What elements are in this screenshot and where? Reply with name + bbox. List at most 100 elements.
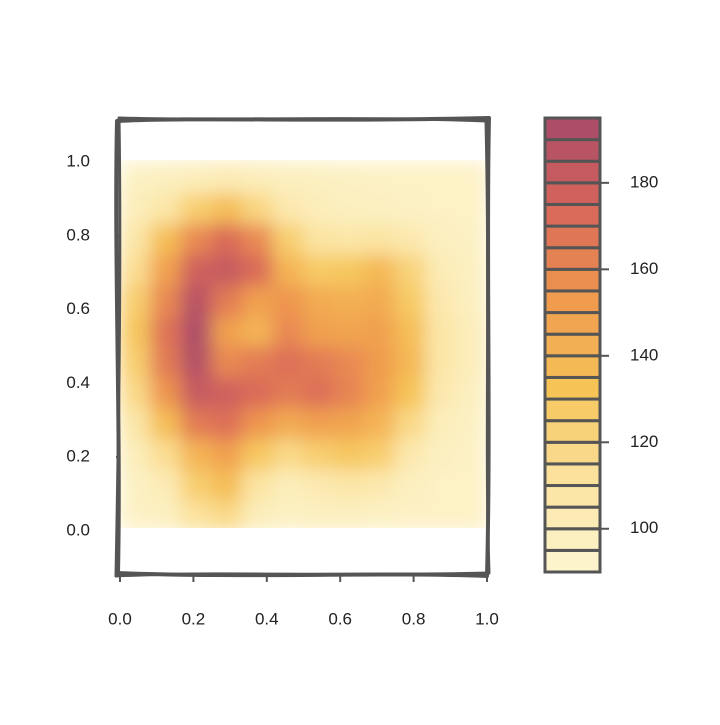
heat-cell — [272, 499, 304, 528]
y-tick-label: 1.0 — [66, 152, 90, 171]
heat-cell — [272, 468, 304, 501]
heat-cell — [333, 407, 366, 440]
x-tick-label: 0.0 — [108, 609, 132, 628]
heat-cell — [394, 499, 427, 528]
x-tick-label: 0.4 — [255, 609, 279, 628]
colorbar-bin — [543, 332, 602, 358]
y-tick-label: 0.4 — [66, 373, 90, 392]
heat-cell — [241, 192, 274, 225]
heat-cell — [425, 315, 457, 347]
y-tick-label: 0.6 — [66, 299, 90, 318]
heat-cell — [211, 253, 243, 286]
colorbar-tick-label: 100 — [630, 518, 658, 537]
heat-cell — [303, 438, 335, 470]
heat-cell — [394, 376, 427, 409]
heat-cell — [180, 315, 213, 347]
heat-cell — [120, 376, 152, 409]
heat-cell — [364, 253, 396, 286]
colorbar-tick-label: 120 — [630, 432, 658, 451]
heat-cell — [303, 499, 335, 528]
heat-cell — [150, 161, 182, 194]
heat-cell — [394, 192, 427, 225]
heat-cell — [211, 438, 243, 470]
heat-cell — [272, 161, 304, 194]
heat-cell — [180, 376, 213, 409]
heat-cell — [425, 468, 457, 501]
heat-cell — [455, 468, 487, 501]
heat-cell — [425, 161, 457, 194]
heat-cell — [333, 161, 366, 194]
colorbar-bin — [543, 354, 602, 379]
plot-frame — [114, 116, 491, 578]
colorbar-bin — [543, 289, 602, 315]
heat-cell — [120, 223, 152, 255]
heat-cell — [180, 192, 213, 225]
heat-cell — [241, 407, 274, 440]
heat-cell — [333, 438, 366, 470]
heat-cell — [120, 161, 152, 194]
heat-cell — [120, 192, 152, 225]
heat-cell — [180, 346, 213, 378]
heat-cell — [303, 161, 335, 194]
heat-cell — [272, 438, 304, 470]
heat-cell — [333, 346, 366, 378]
colorbar-bin — [543, 548, 602, 574]
heat-cell — [211, 468, 243, 501]
heat-cell — [180, 284, 213, 317]
heat-cell — [455, 161, 487, 194]
heat-cell — [364, 407, 396, 440]
heat-cell — [394, 223, 427, 255]
heat-cell — [150, 192, 182, 225]
heat-cell — [425, 438, 457, 470]
heat-cell — [120, 499, 152, 528]
heat-cell — [150, 407, 182, 440]
colorbar-bin — [543, 419, 602, 444]
heat-cell — [455, 438, 487, 470]
heat-cell — [241, 223, 274, 255]
heat-cell — [272, 346, 304, 378]
heat-cell — [333, 376, 366, 409]
heat-cell — [455, 192, 487, 225]
heat-cell — [333, 192, 366, 225]
heat-cell — [394, 346, 427, 378]
heat-cell — [364, 284, 396, 317]
heat-cell — [120, 407, 152, 440]
colorbar-tick-label: 180 — [630, 172, 658, 191]
colorbar-tick-label: 160 — [630, 259, 658, 278]
heat-cell — [394, 468, 427, 501]
heat-cell — [394, 407, 427, 440]
colorbar-bin — [543, 116, 602, 142]
heat-cell — [211, 407, 243, 440]
heat-cell — [303, 192, 335, 225]
colorbar-bin — [543, 484, 602, 509]
heat-cell — [364, 499, 396, 528]
heat-cell — [211, 499, 243, 528]
heat-cell — [303, 468, 335, 501]
heat-cell — [272, 407, 304, 440]
heat-cell — [150, 499, 182, 528]
y-tick-label: 0.2 — [66, 447, 90, 466]
colorbar-bin — [543, 527, 602, 552]
heat-cell — [120, 438, 152, 470]
colorbar-bin — [543, 397, 602, 423]
heat-cell — [455, 284, 487, 317]
heat-cell — [272, 376, 304, 409]
heat-cell — [364, 346, 396, 378]
heat-cell — [333, 253, 366, 286]
heat-cell — [241, 468, 274, 501]
x-tick-label: 0.6 — [328, 609, 352, 628]
colorbar-bin — [543, 462, 602, 488]
heat-cell — [303, 407, 335, 440]
heat-cell — [241, 253, 274, 286]
heat-cell — [120, 468, 152, 501]
heat-cell — [150, 315, 182, 347]
heat-cell — [120, 346, 152, 378]
heat-cell — [120, 284, 152, 317]
colorbar-bin — [543, 440, 602, 466]
colorbar-bin — [543, 375, 602, 401]
y-tick-label: 0.8 — [66, 225, 90, 244]
heat-cell — [241, 376, 274, 409]
colorbar: 100 120 140 160 180 — [543, 116, 658, 574]
colorbar-bin — [543, 267, 602, 293]
